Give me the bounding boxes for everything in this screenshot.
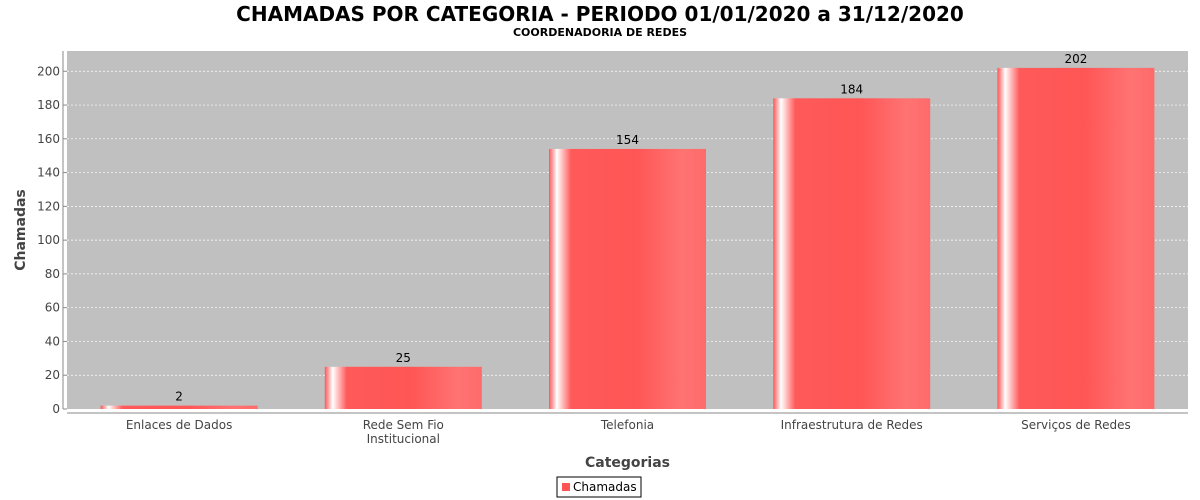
bar-value-label: 25: [396, 351, 411, 365]
chart-title: CHAMADAS POR CATEGORIA - PERIODO 01/01/2…: [236, 2, 964, 26]
x-axis-ticks: Enlaces de Dados Rede Sem FioInstituciona…: [126, 418, 1131, 446]
bar: [324, 366, 482, 409]
bar-value-label: 2: [175, 390, 183, 404]
y-tick-label: 140: [37, 166, 60, 180]
bars: 2 25 154 184 202: [100, 52, 1155, 410]
bar-value-label: 154: [616, 133, 639, 147]
y-tick-label: 60: [45, 301, 60, 315]
y-tick-label: 120: [37, 199, 60, 213]
x-tick-label: Telefonia: [600, 418, 654, 432]
axes: [62, 51, 1188, 414]
y-axis-label: Chamadas: [13, 189, 29, 271]
x-tick-label: Infraestrutura de Redes: [781, 418, 923, 432]
y-tick-label: 160: [37, 132, 60, 146]
x-tick-label: Serviços de Redes: [1021, 418, 1131, 432]
x-axis-label: Categorias: [585, 455, 670, 471]
bar: [997, 67, 1155, 410]
legend-label: Chamadas: [573, 480, 637, 494]
x-tick-label: Rede Sem Fio: [363, 418, 444, 432]
bar: [549, 148, 706, 409]
legend-box: [556, 476, 642, 498]
y-tick-label: 200: [37, 64, 60, 78]
y-tick-label: 100: [37, 233, 60, 247]
y-tick-label: 40: [45, 334, 60, 348]
y-tick-label: 80: [45, 267, 60, 281]
bar-value-label: 184: [840, 82, 863, 96]
x-tick-label: Institucional: [367, 432, 440, 446]
bar: [100, 405, 258, 409]
y-tick-label: 0: [52, 402, 60, 416]
y-tick-label: 180: [37, 98, 60, 112]
bar: [773, 98, 931, 409]
legend: Chamadas: [556, 476, 642, 498]
y-axis-ticks: 0 20 40 60 80 100 120 140 160 180 200: [37, 64, 67, 416]
x-tick-label: Enlaces de Dados: [126, 418, 233, 432]
y-tick-label: 20: [45, 368, 60, 382]
bar-value-label: 202: [1064, 52, 1087, 66]
legend-swatch: [562, 483, 570, 491]
chart-subtitle: COORDENADORIA DE REDES: [513, 26, 687, 39]
